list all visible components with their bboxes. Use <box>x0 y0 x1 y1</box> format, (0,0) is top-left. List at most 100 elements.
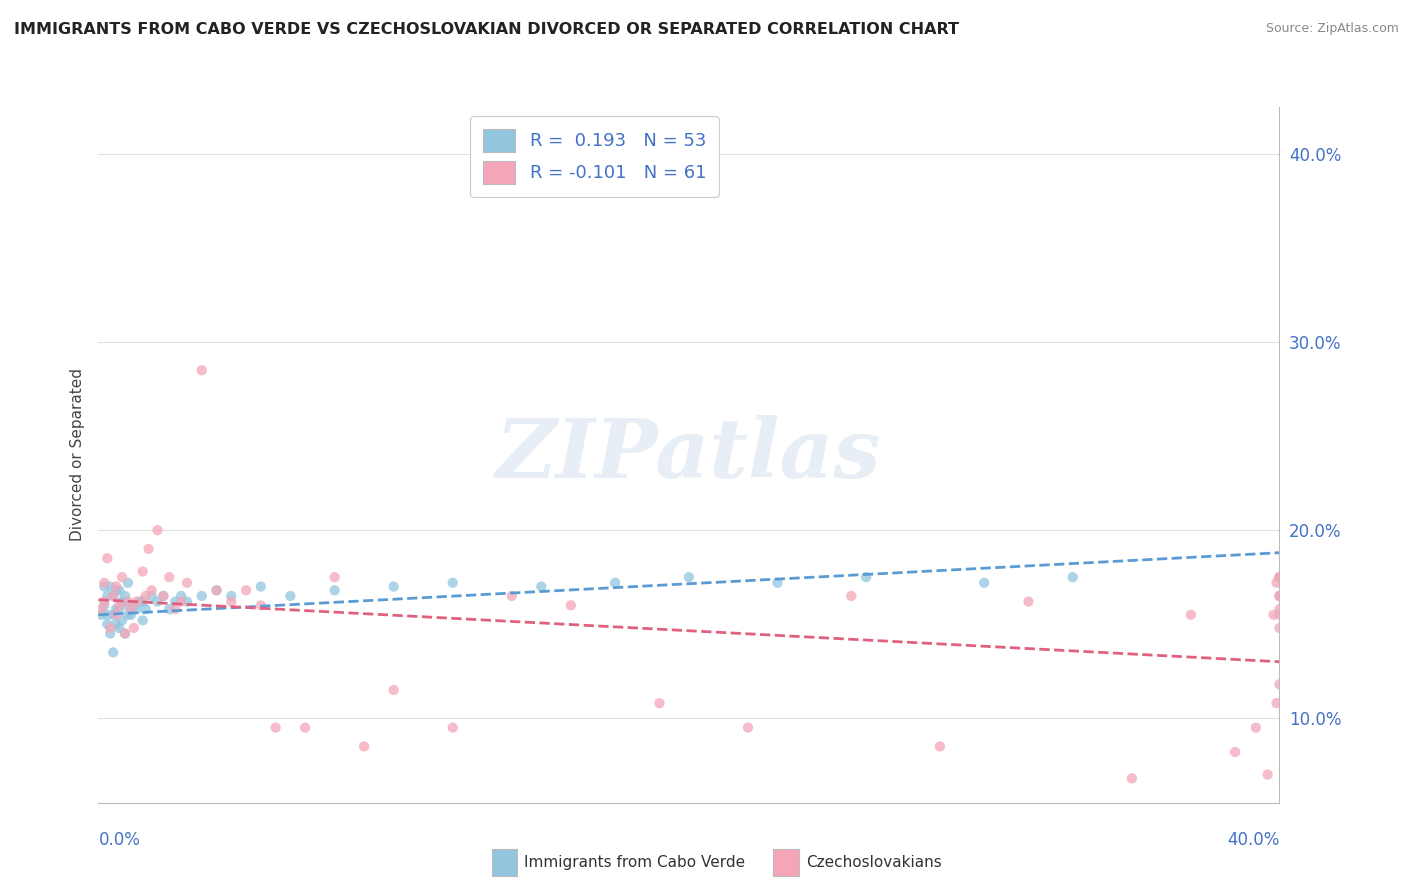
Point <box>191 363 214 377</box>
Point <box>114 589 136 603</box>
Point <box>855 570 877 584</box>
Point <box>98 621 121 635</box>
Point <box>96 551 118 566</box>
Point <box>93 594 115 608</box>
Point <box>141 583 163 598</box>
Point <box>250 580 273 594</box>
Legend: R =  0.193   N = 53, R = -0.101   N = 61: R = 0.193 N = 53, R = -0.101 N = 61 <box>470 116 718 197</box>
Point <box>146 594 169 608</box>
Point <box>103 645 125 659</box>
Point <box>93 599 115 613</box>
Point <box>105 602 128 616</box>
Point <box>1268 570 1291 584</box>
Point <box>170 589 193 603</box>
Point <box>117 575 139 590</box>
Point <box>98 580 121 594</box>
Point <box>114 626 136 640</box>
Point <box>1268 589 1291 603</box>
Point <box>1265 575 1288 590</box>
Point <box>323 583 346 598</box>
Point <box>1268 602 1291 616</box>
Point <box>122 621 145 635</box>
Point <box>1121 772 1143 786</box>
Point <box>93 575 115 590</box>
Point <box>90 607 112 622</box>
Point <box>1268 589 1291 603</box>
Point <box>1268 570 1291 584</box>
Point <box>132 565 155 579</box>
Point <box>353 739 375 754</box>
Point <box>382 683 405 698</box>
Point <box>294 721 316 735</box>
Point <box>108 583 131 598</box>
Point <box>117 599 139 613</box>
Point <box>278 589 302 603</box>
Point <box>205 583 228 598</box>
Point <box>96 617 118 632</box>
Point <box>122 599 145 613</box>
Point <box>132 614 155 628</box>
Point <box>170 594 193 608</box>
Point <box>1263 607 1285 622</box>
Point <box>105 583 128 598</box>
Point <box>114 626 136 640</box>
Point <box>117 594 139 608</box>
Point <box>928 739 950 754</box>
Text: Czechoslovakians: Czechoslovakians <box>806 855 942 870</box>
Point <box>1268 607 1291 622</box>
Point <box>219 589 242 603</box>
Point <box>117 607 139 622</box>
Point <box>165 594 187 608</box>
Point <box>605 575 627 590</box>
Point <box>132 594 155 608</box>
Point <box>560 599 582 613</box>
Point <box>157 602 180 616</box>
Point <box>138 541 160 556</box>
Point <box>108 599 131 613</box>
Point <box>1268 589 1291 603</box>
Point <box>96 607 118 622</box>
Point <box>176 575 198 590</box>
Point <box>1223 745 1246 759</box>
Point <box>1265 696 1288 710</box>
Point <box>152 589 174 603</box>
Point <box>141 589 163 603</box>
Text: IMMIGRANTS FROM CABO VERDE VS CZECHOSLOVAKIAN DIVORCED OR SEPARATED CORRELATION : IMMIGRANTS FROM CABO VERDE VS CZECHOSLOV… <box>14 22 959 37</box>
Point <box>501 589 523 603</box>
Point <box>176 594 198 608</box>
Point <box>165 602 187 616</box>
Point <box>1257 767 1279 781</box>
Point <box>128 594 150 608</box>
Point <box>111 614 134 628</box>
Point <box>1062 570 1084 584</box>
Point <box>103 607 125 622</box>
Point <box>125 594 148 608</box>
Point <box>120 602 142 616</box>
Point <box>93 580 115 594</box>
Point <box>105 607 128 622</box>
Point <box>441 575 464 590</box>
Point <box>1180 607 1202 622</box>
Point <box>382 580 405 594</box>
Point <box>973 575 995 590</box>
Point <box>191 589 214 603</box>
Point <box>90 602 112 616</box>
Point <box>219 594 242 608</box>
Text: 40.0%: 40.0% <box>1227 831 1279 849</box>
Point <box>766 575 789 590</box>
Point <box>103 589 125 603</box>
Point <box>96 589 118 603</box>
Text: 0.0%: 0.0% <box>98 831 141 849</box>
Point <box>737 721 759 735</box>
Point <box>111 594 134 608</box>
Point <box>135 589 157 603</box>
Point <box>264 721 287 735</box>
Point <box>323 570 346 584</box>
Point <box>1268 621 1291 635</box>
Point <box>250 599 273 613</box>
Point <box>678 570 700 584</box>
Point <box>135 602 157 616</box>
Point <box>1244 721 1267 735</box>
Point <box>441 721 464 735</box>
Text: ZIPatlas: ZIPatlas <box>496 415 882 495</box>
